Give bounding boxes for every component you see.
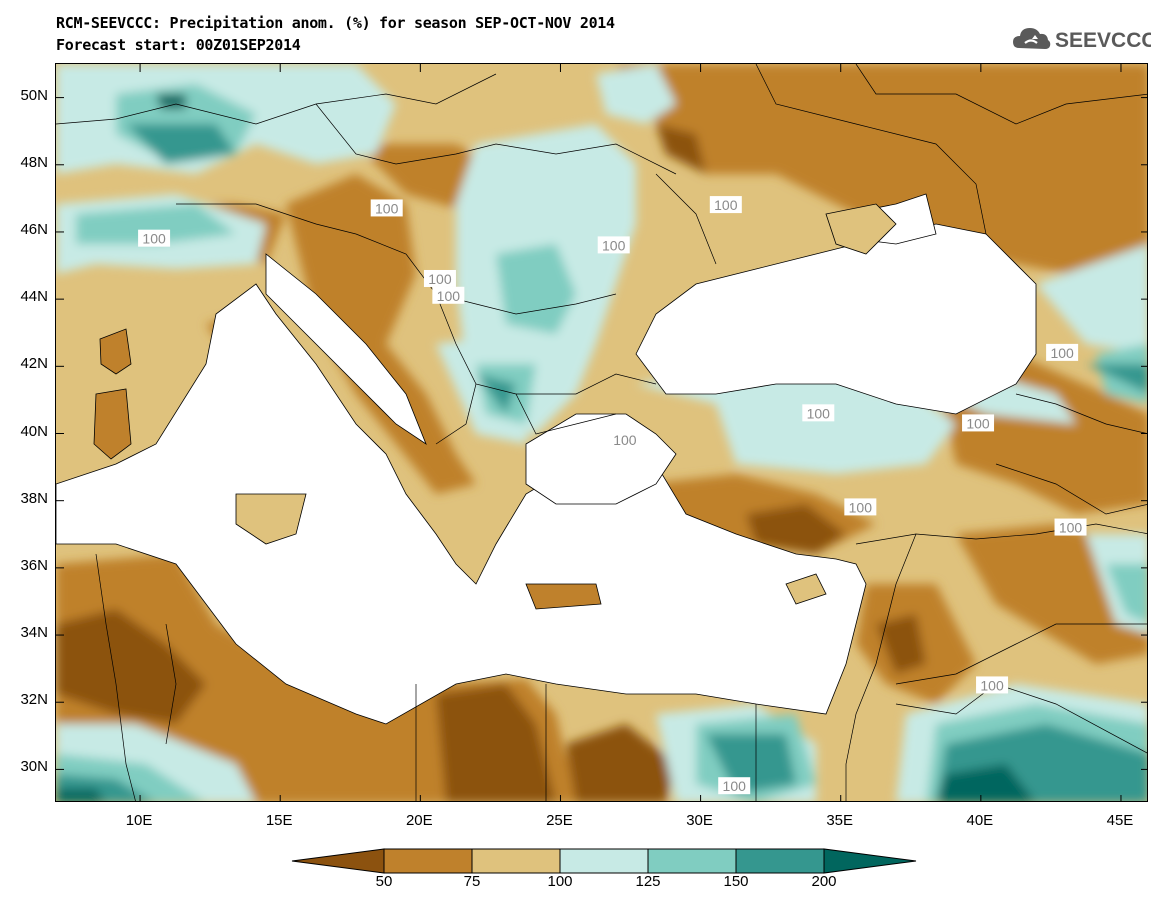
- colorbar-level-label: 75: [463, 873, 481, 890]
- forecast-start-label: Forecast start: 00Z01SEP2014: [56, 36, 301, 54]
- lat-tick-label: 44N: [20, 288, 48, 306]
- colorbar-segment: [471, 848, 561, 874]
- colorbar-segment: [735, 848, 825, 874]
- seevccc-logo: SEEVCCC: [1011, 22, 1157, 56]
- contour-label-bg: [709, 196, 742, 214]
- colorbar-level-label: 150: [723, 873, 749, 890]
- colorbar-level-label: 100: [547, 873, 573, 890]
- precipitation-anomaly-map[interactable]: 1001001001001001001001001001001001001001…: [56, 64, 1148, 802]
- map-title: RCM-SEEVCCC: Precipitation anom. (%) for…: [56, 14, 615, 32]
- contour-label: 100: [714, 197, 738, 213]
- contour-label-bg: [718, 777, 751, 795]
- lon-tick-label: 35E: [826, 812, 854, 829]
- colorbar-level-label: 200: [811, 873, 837, 890]
- contour-label: 100: [428, 271, 452, 287]
- lon-tick-label: 10E: [125, 812, 153, 829]
- islands: [93, 203, 897, 610]
- contour-label-bg: [608, 431, 641, 449]
- contour-label: 100: [1059, 520, 1083, 536]
- lat-tick-label: 36N: [20, 556, 48, 574]
- lon-tick-label: 30E: [686, 812, 713, 829]
- lat-tick-label: 40N: [20, 422, 48, 440]
- contour-label-bg: [370, 199, 403, 217]
- lat-tick-label: 38N: [20, 489, 48, 507]
- lat-tick-label: 30N: [20, 758, 48, 776]
- lat-tick-label: 46N: [20, 220, 48, 238]
- contour-label: 100: [602, 237, 626, 253]
- contour-label-bg: [1046, 343, 1079, 361]
- contour-label: 100: [437, 288, 461, 304]
- lat-tick-label: 50N: [20, 86, 48, 104]
- lat-tick-label: 32N: [20, 691, 48, 709]
- contour-label: 100: [980, 677, 1004, 693]
- colorbar-level-label: 50: [375, 873, 393, 890]
- lat-tick-label: 48N: [20, 153, 48, 171]
- contour-label-bg: [138, 229, 171, 247]
- cloud-icon: SEEVCCC: [1013, 28, 1157, 52]
- contour-label: 100: [966, 415, 990, 431]
- map-panel[interactable]: 100 100 100 100 100 100 100 100 100 100 100 100 100 1…: [55, 63, 1148, 802]
- contour-label-bg: [802, 404, 835, 422]
- contour-label: 100: [142, 231, 166, 247]
- contour-labels: 1001001001001001001001001001001001001001…: [138, 196, 1087, 795]
- contour-label-bg: [423, 269, 456, 287]
- contour-label: 100: [849, 499, 873, 515]
- contour-label-bg: [976, 676, 1009, 694]
- contour-label: 100: [613, 432, 637, 448]
- contour-label-bg: [432, 286, 465, 304]
- colorbar-segment: [383, 848, 473, 874]
- colorbar-level-label: 125: [635, 873, 661, 890]
- contour-label-bg: [1054, 518, 1087, 536]
- colorbar-segment: [647, 848, 737, 874]
- colorbar-segment: [559, 848, 649, 874]
- contour-label: 100: [723, 778, 747, 794]
- lon-tick-label: 15E: [265, 812, 293, 829]
- contour-label: 100: [807, 405, 831, 421]
- colorbar-segment: [291, 848, 385, 874]
- colorbar-segment: [823, 848, 917, 874]
- contour-label: 100: [375, 200, 399, 216]
- colorbar: [291, 848, 917, 874]
- axis-ticks: [56, 64, 1147, 801]
- contour-label-bg: [844, 498, 877, 516]
- anomaly-field: [56, 64, 1147, 801]
- lon-tick-label: 20E: [405, 812, 433, 829]
- lon-tick-label: 45E: [1106, 812, 1134, 829]
- contour-label-bg: [962, 414, 995, 432]
- sea-mask: [56, 193, 1037, 725]
- lon-tick-label: 25E: [546, 812, 573, 829]
- contour-label: 100: [1050, 345, 1074, 361]
- lat-tick-label: 34N: [20, 624, 48, 642]
- lon-tick-label: 40E: [966, 812, 994, 829]
- logo-text: SEEVCCC: [1055, 29, 1151, 52]
- contour-label-bg: [597, 236, 630, 254]
- country-borders: [56, 64, 1147, 801]
- lat-tick-label: 42N: [20, 355, 48, 373]
